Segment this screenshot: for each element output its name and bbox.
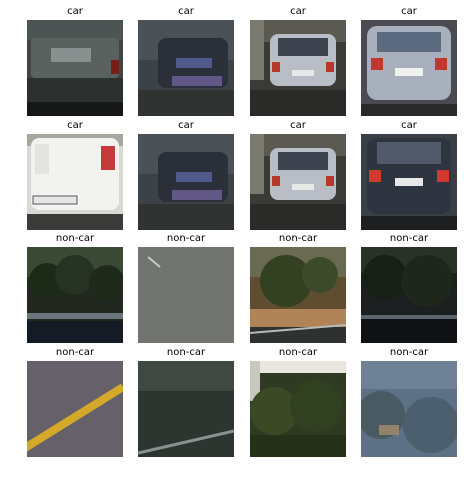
panel-image: [138, 134, 234, 230]
panel-image: [27, 247, 123, 343]
panel-image: [361, 134, 457, 230]
panel-label: non-car: [278, 347, 318, 358]
panel-image: [361, 361, 457, 457]
panel-image: [250, 20, 346, 116]
panel-label: non-car: [55, 347, 95, 358]
panel-label: car: [401, 120, 417, 131]
panel-label: non-car: [278, 233, 318, 244]
panel-label: car: [178, 120, 194, 131]
panel-image: [27, 361, 123, 457]
panel-image: [361, 247, 457, 343]
panel-label: non-car: [389, 347, 429, 358]
panel-image: [250, 361, 346, 457]
panel-label: non-car: [389, 233, 429, 244]
panel-label: car: [67, 6, 83, 17]
panel-image: [27, 20, 123, 116]
panel-image: [250, 134, 346, 230]
panel-image: [250, 247, 346, 343]
panel-image: [361, 20, 457, 116]
panel-label: non-car: [55, 233, 95, 244]
panel-label: car: [290, 6, 306, 17]
panel-label: car: [401, 6, 417, 17]
panel-image: [138, 20, 234, 116]
panel-image: [27, 134, 123, 230]
panel-label: car: [67, 120, 83, 131]
panel-label: non-car: [166, 347, 206, 358]
panel-image: [138, 247, 234, 343]
panel-label: car: [290, 120, 306, 131]
panel-label: car: [178, 6, 194, 17]
panel-image: [138, 361, 234, 457]
panel-label: non-car: [166, 233, 206, 244]
